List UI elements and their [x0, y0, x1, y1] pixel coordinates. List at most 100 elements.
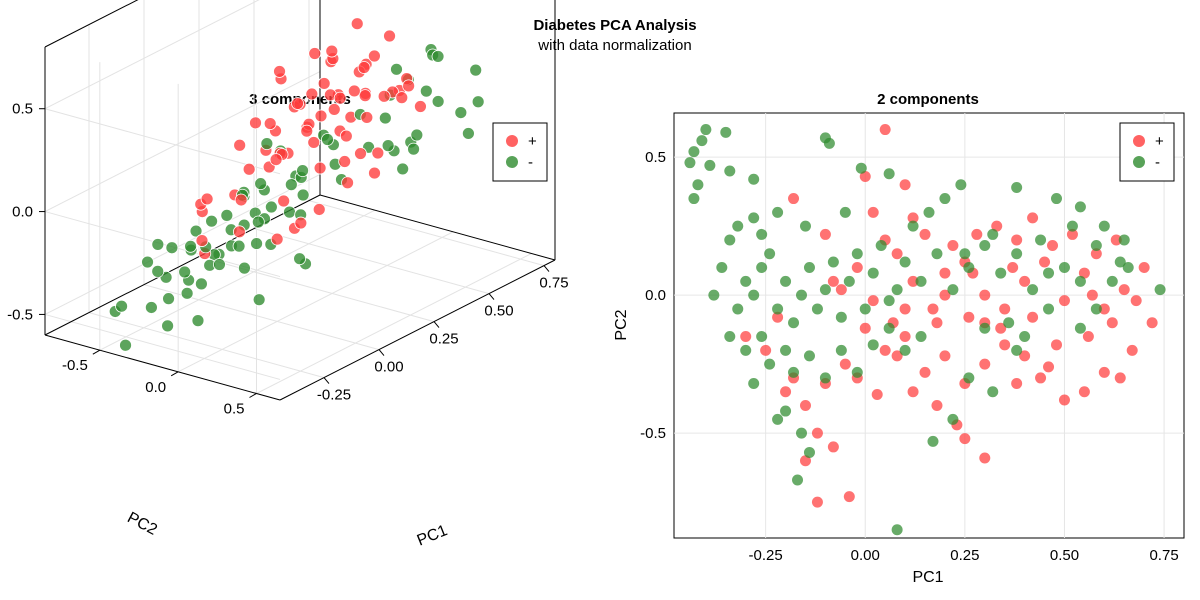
point-negative	[740, 344, 752, 356]
point-positive	[357, 61, 371, 74]
point-positive	[358, 89, 372, 103]
point-negative	[1019, 331, 1031, 343]
point-positive	[307, 136, 321, 149]
point-positive	[740, 331, 752, 343]
point-negative	[732, 303, 744, 315]
point-negative	[851, 366, 863, 378]
point-positive	[999, 303, 1011, 315]
point-negative	[1027, 284, 1039, 296]
point-positive	[1090, 248, 1102, 260]
y-tick	[170, 371, 179, 377]
point-negative	[189, 224, 203, 238]
point-positive	[1058, 394, 1070, 406]
point-negative	[819, 284, 831, 296]
point-negative	[1043, 267, 1055, 279]
wall-grid-z	[44, 71, 321, 213]
floor-grid-y	[256, 253, 532, 394]
point-negative	[732, 220, 744, 232]
point-positive	[1019, 350, 1031, 362]
point-negative	[688, 193, 700, 205]
floor-grid-x	[253, 228, 490, 295]
point-positive	[242, 162, 256, 176]
point-negative	[1011, 248, 1023, 260]
floor-grid-x	[198, 256, 435, 323]
point-positive	[308, 47, 322, 60]
y-tick-label: 0.0	[145, 379, 166, 396]
point-negative	[293, 252, 307, 266]
axis-edge	[44, 194, 321, 336]
point-negative	[724, 234, 736, 246]
point-positive	[249, 116, 262, 130]
point-negative	[252, 293, 266, 307]
point-negative	[748, 173, 760, 185]
point-positive	[232, 225, 246, 239]
point-negative	[1114, 256, 1126, 268]
point-negative	[1074, 275, 1086, 287]
point-positive	[819, 228, 831, 240]
point-negative	[191, 314, 205, 328]
point-positive	[1118, 284, 1130, 296]
point-positive	[799, 400, 811, 412]
axis-edge	[319, 194, 556, 261]
point-positive	[835, 284, 847, 296]
point-positive	[339, 129, 353, 143]
point-negative	[803, 446, 815, 458]
point-negative	[843, 275, 855, 287]
point-negative	[859, 303, 871, 315]
point-positive	[1138, 262, 1150, 274]
point-positive	[1019, 275, 1031, 287]
panel-3d-axes: -0.25 0.00 0.25 0.50 0.75 -0.5 0.0 0.5 -0.5 0.0 0.…	[7, 0, 569, 418]
point-positive	[273, 65, 286, 78]
point-negative	[144, 301, 158, 314]
wall-grid-z	[44, 0, 260, 110]
point-negative	[1122, 262, 1134, 274]
point-negative	[1074, 201, 1086, 213]
point-negative	[796, 289, 807, 301]
point-negative	[963, 372, 975, 384]
point-positive	[1007, 262, 1019, 274]
point-negative	[378, 111, 392, 125]
point-positive	[1098, 303, 1110, 315]
axis-edge	[279, 259, 556, 401]
point-negative	[799, 220, 811, 232]
point-positive	[383, 29, 396, 43]
point-negative	[819, 372, 831, 384]
point-negative	[1090, 303, 1102, 315]
y-tick-label: 0.5	[645, 149, 666, 166]
point-negative	[238, 261, 251, 275]
panel-2d-legend: + -	[1119, 122, 1175, 182]
point-negative	[165, 241, 179, 255]
point-positive	[270, 232, 284, 246]
point-positive	[839, 358, 851, 370]
point-negative	[184, 239, 197, 253]
point-negative	[469, 63, 483, 77]
point-positive	[811, 496, 823, 508]
point-positive	[979, 452, 991, 464]
point-positive	[899, 179, 911, 191]
legend-neg-marker	[506, 156, 518, 168]
floor-grid-y	[99, 209, 376, 351]
point-negative	[254, 177, 268, 191]
point-positive	[939, 289, 951, 301]
point-negative	[251, 215, 265, 229]
point-negative	[1051, 193, 1062, 205]
point-positive	[931, 317, 943, 329]
x-tick	[433, 321, 440, 328]
point-negative	[141, 255, 154, 269]
point-negative	[875, 239, 887, 251]
point-positive	[338, 155, 352, 168]
point-negative	[756, 331, 768, 343]
point-positive	[891, 350, 903, 362]
panel-2d-points	[684, 124, 1166, 536]
point-positive	[827, 441, 839, 453]
point-positive	[368, 166, 381, 180]
figure-subtitle: with data normalization	[537, 37, 691, 54]
point-positive	[277, 194, 291, 208]
point-negative	[979, 322, 991, 334]
point-positive	[1066, 228, 1078, 240]
wall-grid-z	[44, 108, 281, 175]
point-positive	[919, 366, 931, 378]
axis-edge	[44, 0, 139, 48]
point-positive	[1110, 234, 1122, 246]
